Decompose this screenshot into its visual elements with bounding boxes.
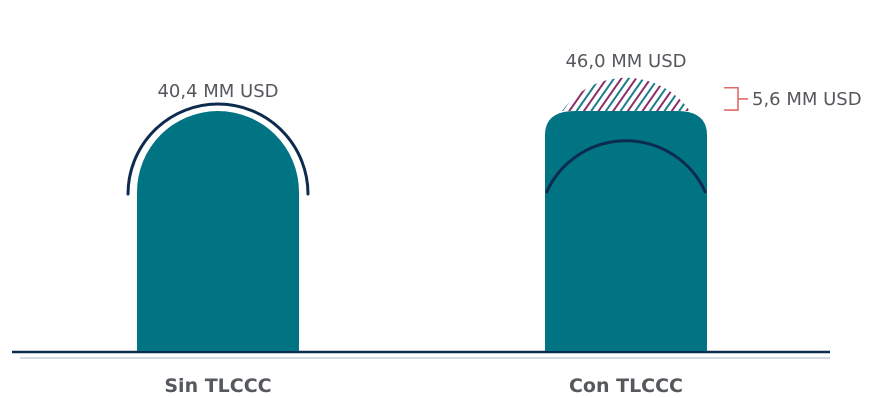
category-label-sin-tlccc: Sin TLCCC <box>164 375 271 397</box>
bar-con-tlccc <box>545 111 707 351</box>
bar-con-tlccc-outline-arc <box>545 139 707 194</box>
bar-sin-tlccc-outline-arc <box>126 102 310 196</box>
bar-sin-tlccc <box>137 111 299 351</box>
category-label-con-tlccc: Con TLCCC <box>569 375 683 397</box>
value-label-con-tlccc: 46,0 MM USD <box>565 51 686 72</box>
increment-label: 5,6 MM USD <box>752 89 862 110</box>
value-label-sin-tlccc: 40,4 MM USD <box>157 81 278 102</box>
increment-bracket <box>724 86 748 111</box>
increment-hatch <box>562 77 690 112</box>
